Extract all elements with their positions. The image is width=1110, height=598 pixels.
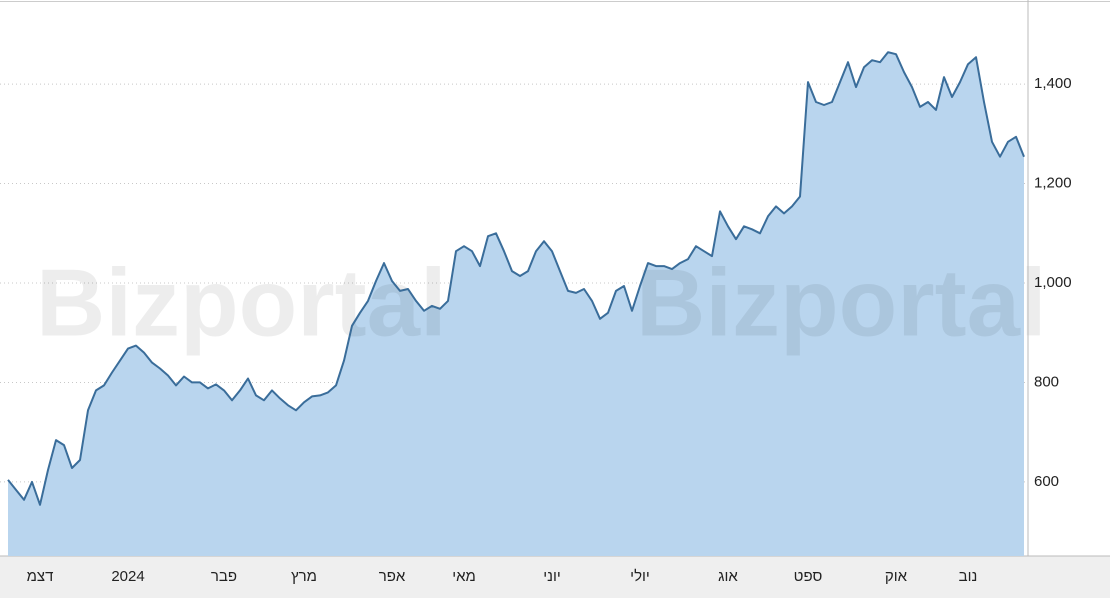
x-tick-label: יולי [630, 568, 650, 585]
y-tick-label: 1,400 [1034, 75, 1072, 92]
y-tick-label: 1,000 [1034, 274, 1072, 291]
x-tick-label: נוב [959, 568, 978, 585]
line [7, 51, 1025, 506]
x-tick-label: 2024 [111, 568, 144, 585]
x-tick-label: פבר [211, 568, 237, 585]
x-tick-label: מאי [452, 568, 476, 585]
y-tick-label: 1,200 [1034, 174, 1072, 191]
x-tick-label: אפר [379, 568, 406, 585]
x-tick-label: אוק [885, 568, 908, 585]
y-tick-label: 600 [1034, 473, 1059, 490]
x-tick-label: דצמ [27, 568, 54, 585]
x-axis-band [0, 556, 1110, 598]
y-tick-label: 800 [1034, 373, 1059, 390]
area [8, 52, 1024, 556]
x-tick-label: אוג [718, 568, 738, 585]
x-tick-label: ספט [794, 568, 823, 585]
watermark: Bizportal [636, 249, 1047, 356]
x-tick-label: יוני [543, 568, 561, 585]
x-tick-label: מרץ [291, 568, 317, 585]
watermark: Bizportal [36, 249, 447, 356]
